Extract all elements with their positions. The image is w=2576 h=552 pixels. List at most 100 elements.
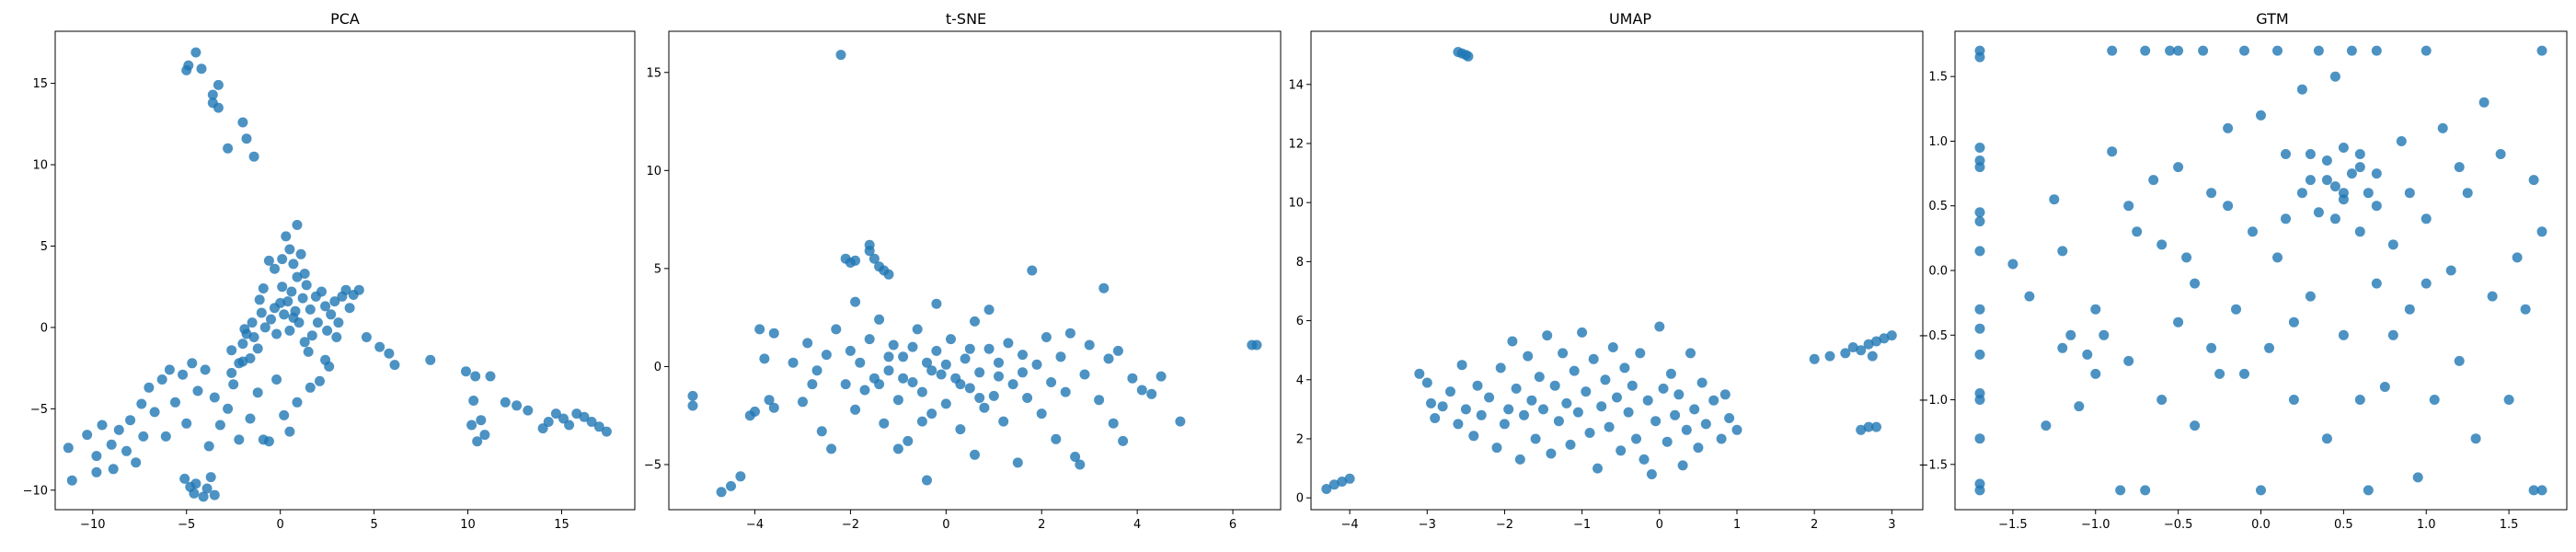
data-point-gtm-112 xyxy=(2206,342,2217,353)
data-point-umap-90 xyxy=(1856,424,1867,435)
x-tick-label-pca-3: 5 xyxy=(370,518,377,532)
data-point-umap-76 xyxy=(1708,395,1719,406)
data-point-umap-52 xyxy=(1612,392,1622,403)
y-tick-label-umap-1: 2 xyxy=(1296,432,1304,446)
data-point-pca-131 xyxy=(479,430,490,441)
data-point-gtm-13 xyxy=(1974,433,1985,444)
data-point-gtm-56 xyxy=(2313,45,2324,56)
data-point-umap-13 xyxy=(1445,386,1455,397)
data-point-umap-58 xyxy=(1635,348,1646,359)
data-point-tsne-45 xyxy=(912,324,923,335)
data-point-tsne-16 xyxy=(750,406,760,417)
data-point-umap-48 xyxy=(1596,401,1607,412)
ticks-tsne: −4 −2 0 2 4 6 −5 0 5 10 15 xyxy=(644,66,1236,532)
data-point-gtm-51 xyxy=(2281,213,2291,224)
data-point-pca-57 xyxy=(190,478,201,489)
data-point-gtm-117 xyxy=(2090,304,2101,315)
data-point-umap-79 xyxy=(1724,413,1735,423)
y-tick-label-pca-1: −5 xyxy=(30,403,48,417)
data-point-gtm-20 xyxy=(2057,246,2068,257)
data-point-tsne-83 xyxy=(1098,282,1110,293)
ticks-gtm: −1.5 −1.0 −0.5 0.0 0.5 1.0 1.5 −1.5 −1.0 −0.5 0.0 0… xyxy=(1918,71,2518,532)
data-point-umap-71 xyxy=(1685,348,1696,359)
data-point-umap-65 xyxy=(1662,436,1673,447)
data-point-tsne-110 xyxy=(1018,367,1028,378)
data-point-tsne-68 xyxy=(1022,393,1033,403)
data-point-gtm-108 xyxy=(2239,368,2249,379)
data-point-pca-73 xyxy=(259,322,270,333)
data-point-gtm-33 xyxy=(2148,175,2159,186)
data-point-umap-74 xyxy=(1696,377,1708,388)
data-point-pca-109 xyxy=(292,220,303,230)
data-point-gtm-115 xyxy=(2371,278,2382,289)
data-point-gtm-80 xyxy=(2470,433,2481,444)
data-point-gtm-66 xyxy=(2371,45,2382,56)
points-tsne xyxy=(687,50,1262,498)
data-point-umap-69 xyxy=(1677,460,1688,471)
panel-title-gtm: GTM xyxy=(2256,10,2288,28)
data-point-pca-130 xyxy=(466,420,477,431)
data-point-tsne-55 xyxy=(960,353,971,364)
data-point-gtm-24 xyxy=(2090,368,2101,379)
data-point-gtm-29 xyxy=(2123,355,2134,366)
data-point-pca-42 xyxy=(234,434,245,445)
data-point-pca-13 xyxy=(66,475,77,486)
data-point-pca-107 xyxy=(284,244,295,255)
data-point-umap-66 xyxy=(1665,368,1676,379)
data-point-umap-12 xyxy=(1437,401,1448,412)
data-point-gtm-107 xyxy=(2288,316,2299,328)
data-point-pca-31 xyxy=(170,397,180,408)
data-point-umap-62 xyxy=(1650,416,1662,427)
data-point-gtm-73 xyxy=(2421,45,2432,56)
data-point-tsne-5 xyxy=(864,239,875,250)
data-point-tsne-14 xyxy=(735,471,746,482)
data-point-tsne-6 xyxy=(868,253,880,264)
data-point-gtm-100 xyxy=(2296,188,2307,199)
data-point-pca-9 xyxy=(241,133,252,144)
data-point-gtm-74 xyxy=(2421,213,2432,224)
data-point-pca-41 xyxy=(228,379,239,390)
y-tick-label-gtm-4: 0.5 xyxy=(1928,200,1948,213)
data-point-gtm-17 xyxy=(2024,291,2035,302)
data-point-tsne-109 xyxy=(964,343,975,354)
data-point-gtm-4 xyxy=(1974,162,1985,173)
data-point-tsne-52 xyxy=(946,334,956,345)
x-tick-label-tsne-4: 4 xyxy=(1133,518,1141,532)
data-point-tsne-24 xyxy=(802,338,813,349)
data-point-umap-57 xyxy=(1631,433,1641,444)
data-point-pca-89 xyxy=(305,304,316,315)
x-tick-label-umap-0: −4 xyxy=(1341,518,1359,532)
data-point-pca-8 xyxy=(237,117,248,128)
data-point-gtm-2 xyxy=(1974,143,1985,153)
data-point-umap-29 xyxy=(1523,351,1534,362)
data-point-pca-5 xyxy=(207,89,218,100)
data-point-umap-68 xyxy=(1673,389,1685,400)
data-point-umap-38 xyxy=(1558,348,1569,359)
data-point-pca-93 xyxy=(316,286,327,297)
data-point-tsne-28 xyxy=(826,443,837,454)
panel-title-pca: PCA xyxy=(330,10,360,28)
data-point-tsne-40 xyxy=(888,339,899,351)
data-point-gtm-79 xyxy=(2462,188,2473,199)
data-point-pca-68 xyxy=(247,317,258,328)
axes-frame-gtm xyxy=(1954,30,2568,511)
y-tick-label-pca-3: 5 xyxy=(40,240,48,254)
data-point-tsne-65 xyxy=(1007,379,1018,390)
data-point-umap-37 xyxy=(1553,416,1564,427)
data-point-pca-24 xyxy=(136,398,147,409)
data-point-pca-115 xyxy=(245,353,256,363)
data-point-tsne-98 xyxy=(931,298,942,309)
data-point-pca-79 xyxy=(277,282,288,293)
data-point-pca-141 xyxy=(571,408,582,420)
data-point-umap-31 xyxy=(1530,433,1541,444)
data-point-pca-113 xyxy=(258,283,269,293)
data-point-gtm-50 xyxy=(2272,45,2283,56)
data-point-tsne-99 xyxy=(983,305,995,316)
data-point-gtm-87 xyxy=(2528,175,2539,186)
data-point-tsne-11 xyxy=(687,400,698,411)
data-point-pca-110 xyxy=(295,248,306,259)
data-point-pca-65 xyxy=(226,345,237,356)
data-point-tsne-101 xyxy=(850,296,861,307)
x-tick-label-umap-4: 0 xyxy=(1656,518,1663,532)
